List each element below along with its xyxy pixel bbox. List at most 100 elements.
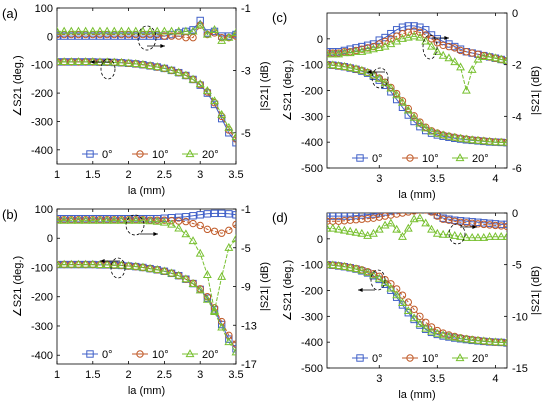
x-tick-label: 3.5 [228,369,243,381]
data-point [386,39,396,48]
chart-panel-a: (a) 1 1.5 2 2.5 3 3.5 100 0 -100 -200 -300 -400 -1 -3 -… [2,3,271,197]
data-point [181,26,191,35]
data-point [496,137,506,146]
data-point [160,216,169,224]
annotation-group [367,34,449,89]
data-point [225,226,233,235]
x-tick-label: 1 [54,169,60,181]
annotation-group [100,214,158,279]
data-point [358,215,366,223]
data-point [479,136,489,145]
legend-marker-2 [455,153,465,162]
x-tick-label: 2 [126,369,132,381]
data-point [131,215,141,224]
data-point [491,221,500,230]
series-line-right-1 [327,213,507,227]
y-right-axis-label: |S21| (dB) [530,266,542,315]
y-right-axis-label: |S21| (dB) [530,66,542,115]
legend-marker-1 [136,350,144,358]
data-point [427,31,436,39]
legend-marker-2 [185,149,195,158]
data-point [387,213,395,215]
series-group [57,209,236,356]
data-point [109,26,119,35]
data-point [392,90,402,99]
data-point [474,220,482,228]
legend: 0° 10° 20° [82,349,219,361]
data-point [224,337,234,346]
data-point [479,336,489,345]
data-point [174,270,184,279]
data-point [59,259,69,268]
data-point [339,225,349,234]
data-point [167,32,176,40]
data-point [329,213,337,220]
data-point [398,97,407,106]
data-point [189,212,197,220]
x-tick-label: 4 [492,173,498,185]
data-point [102,57,112,66]
legend-marker-1 [136,150,144,158]
y-right-tick-label: -6 [512,163,522,175]
chart-panel-b: (b) 1 1.5 2 2.5 3 3.5 100 0 -100 -200 -300 -400 -1 -5 -… [2,204,271,397]
y-right-tick-label: -2 [512,60,522,72]
annotation-arrowhead [153,232,158,236]
data-point [116,57,126,66]
data-point [363,213,372,219]
x-axis-label: la (mm) [128,185,165,197]
series-line-left-1 [57,61,236,140]
legend-label-1: 10° [152,149,169,161]
data-point [357,46,367,55]
data-point [410,22,418,30]
y-left-tick-label: 0 [47,31,53,43]
data-point [496,337,506,346]
data-point [473,135,483,144]
data-point [438,330,448,339]
data-point [450,57,460,66]
data-point [327,259,332,268]
data-point [327,213,331,220]
data-point [328,223,338,232]
y-right-tick-label: -4 [512,111,522,123]
data-point [334,217,343,225]
data-point [450,132,460,141]
legend-label-1: 10° [422,153,439,165]
data-point [438,50,448,59]
data-point [345,262,355,271]
data-point [502,231,507,240]
data-point [392,213,401,214]
series-group [327,22,507,147]
y-right-tick-label: 0 [512,8,518,20]
data-point [210,305,219,314]
data-point [485,136,495,145]
series-group [57,16,236,147]
data-point [116,26,126,35]
data-point [497,222,505,230]
annotation-arrowhead [90,60,95,64]
x-axis-label: la (mm) [128,385,165,397]
data-point [363,267,373,276]
y-right-tick-label: -10 [512,311,528,323]
data-point [450,230,460,239]
data-point [363,230,373,239]
data-point [427,326,436,335]
series-group [327,205,507,347]
data-point [81,57,91,65]
data-point [398,298,407,306]
data-point [334,61,344,70]
data-point [328,60,338,69]
data-point [175,213,183,221]
data-point [405,205,411,211]
y-right-axis-label: |S21| (dB) [259,262,271,311]
data-point [188,26,198,35]
data-point [485,336,495,345]
data-point [403,306,413,315]
data-point [433,213,442,220]
data-point [167,268,177,277]
data-point [66,215,76,224]
data-point [159,217,169,226]
data-point [195,248,205,257]
legend: 0° 10° 20° [352,153,489,165]
data-point [357,228,367,237]
y-left-tick-label: 100 [35,204,53,216]
